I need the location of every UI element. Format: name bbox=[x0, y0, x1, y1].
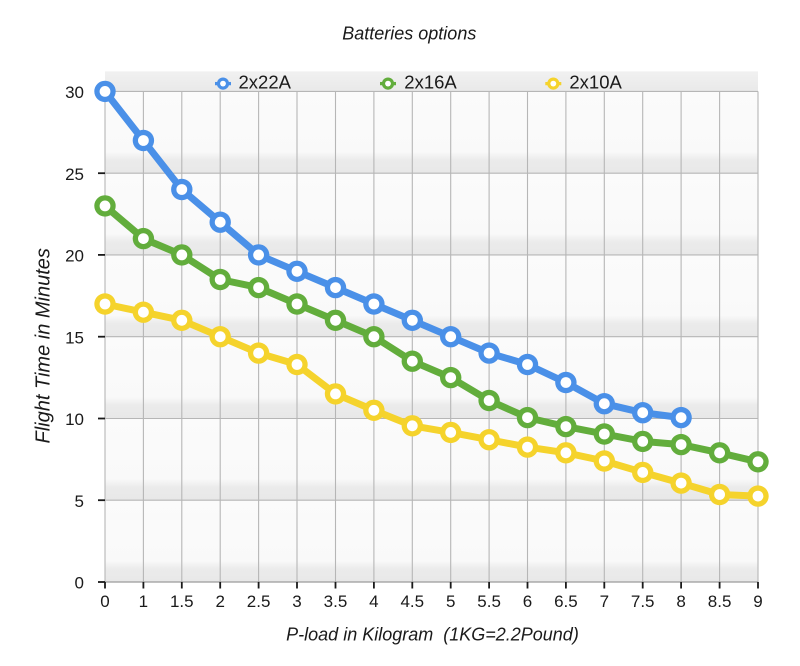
svg-text:5: 5 bbox=[446, 592, 455, 611]
svg-text:20: 20 bbox=[65, 247, 84, 266]
svg-text:Flight Time in Minutes: Flight Time in Minutes bbox=[33, 248, 55, 443]
svg-text:2x16A: 2x16A bbox=[404, 72, 457, 93]
svg-text:7: 7 bbox=[600, 592, 609, 611]
svg-text:4: 4 bbox=[369, 592, 378, 611]
svg-text:4.5: 4.5 bbox=[400, 592, 424, 611]
svg-text:3: 3 bbox=[292, 592, 301, 611]
svg-text:8.5: 8.5 bbox=[708, 592, 732, 611]
svg-text:8: 8 bbox=[676, 592, 685, 611]
svg-text:10: 10 bbox=[65, 410, 84, 429]
svg-text:0: 0 bbox=[75, 574, 84, 593]
svg-text:30: 30 bbox=[65, 83, 84, 102]
svg-text:2x10A: 2x10A bbox=[569, 72, 622, 93]
svg-text:3.5: 3.5 bbox=[324, 592, 348, 611]
svg-text:5: 5 bbox=[75, 492, 84, 511]
svg-text:5.5: 5.5 bbox=[477, 592, 501, 611]
svg-text:P-load in Kilogram (1KG=2.2Po: P-load in Kilogram (1KG=2.2Pound) bbox=[286, 624, 579, 644]
svg-text:2: 2 bbox=[215, 592, 224, 611]
svg-text:0: 0 bbox=[100, 592, 109, 611]
svg-text:1: 1 bbox=[139, 592, 148, 611]
svg-text:9: 9 bbox=[753, 592, 762, 611]
svg-text:Batteries options: Batteries options bbox=[342, 24, 476, 44]
svg-text:25: 25 bbox=[65, 165, 84, 184]
svg-text:1.5: 1.5 bbox=[170, 592, 194, 611]
svg-text:2x22A: 2x22A bbox=[239, 72, 292, 93]
svg-text:6: 6 bbox=[523, 592, 532, 611]
svg-text:6.5: 6.5 bbox=[554, 592, 578, 611]
svg-text:15: 15 bbox=[65, 328, 84, 347]
svg-text:2.5: 2.5 bbox=[247, 592, 271, 611]
svg-text:7.5: 7.5 bbox=[631, 592, 655, 611]
